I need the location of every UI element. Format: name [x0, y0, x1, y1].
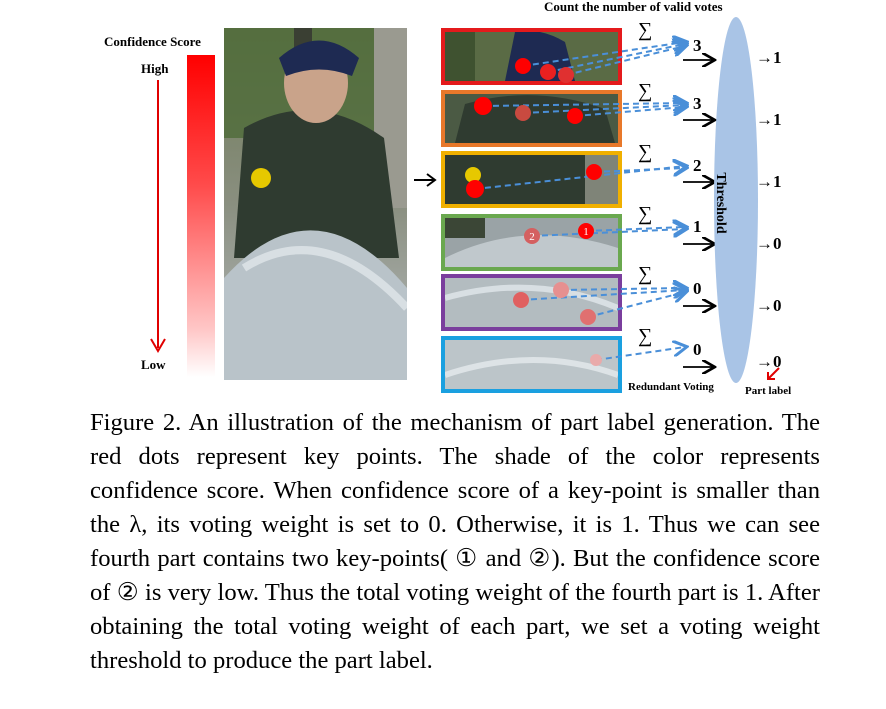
part-label-caption: Part label: [745, 385, 792, 397]
vote-count: 3: [693, 36, 702, 55]
count-votes-title: Count the number of valid votes: [544, 0, 723, 14]
threshold-label: Threshold: [713, 172, 728, 234]
voting-diagram: 2 1 ∑ ∑ ∑ ∑ ∑ ∑ 3 3 2 1 0 0: [466, 17, 758, 383]
sum-symbol: ∑: [638, 80, 652, 102]
vote-count: 0: [693, 340, 702, 359]
keypoint-dots: [466, 58, 602, 366]
low-label: Low: [141, 357, 166, 372]
vote-count: 2: [693, 156, 702, 175]
confidence-score-label: Confidence Score: [104, 34, 201, 49]
vote-count: 3: [693, 94, 702, 113]
vote-count: 0: [693, 279, 702, 298]
sum-symbol: ∑: [638, 141, 652, 163]
figure-caption: Figure 2. An illustration of the mechani…: [90, 406, 820, 678]
input-arrow: [414, 173, 437, 187]
sum-symbol: ∑: [638, 19, 652, 41]
vote-count: 1: [693, 217, 702, 236]
part-label-value: →0: [756, 234, 782, 253]
part-label-value: →1: [756, 110, 782, 129]
sum-symbol: ∑: [638, 263, 652, 285]
keypoint-1-label: 1: [583, 226, 589, 238]
pedestrian-image: [224, 28, 407, 380]
part-strip-6: [441, 336, 622, 393]
caption-text: Figure 2. An illustration of the mechani…: [90, 409, 820, 674]
part-label-value: →1: [756, 48, 782, 67]
part-label-value: →0: [756, 296, 782, 315]
keypoint-2-label: 2: [529, 231, 535, 243]
sum-symbol: ∑: [638, 325, 652, 347]
confidence-gradient-bar: [187, 55, 215, 377]
part-strip-2: [441, 90, 622, 147]
redundant-voting-label: Redundant Voting: [628, 381, 714, 393]
confidence-down-arrow: [150, 80, 166, 353]
high-label: High: [141, 61, 169, 76]
part-label-value: →0: [756, 352, 782, 371]
part-label-pointer-arrow: [767, 367, 780, 380]
threshold-ellipse: [714, 17, 758, 383]
sum-symbol: ∑: [638, 203, 652, 225]
part-label-value: →1: [756, 172, 782, 191]
